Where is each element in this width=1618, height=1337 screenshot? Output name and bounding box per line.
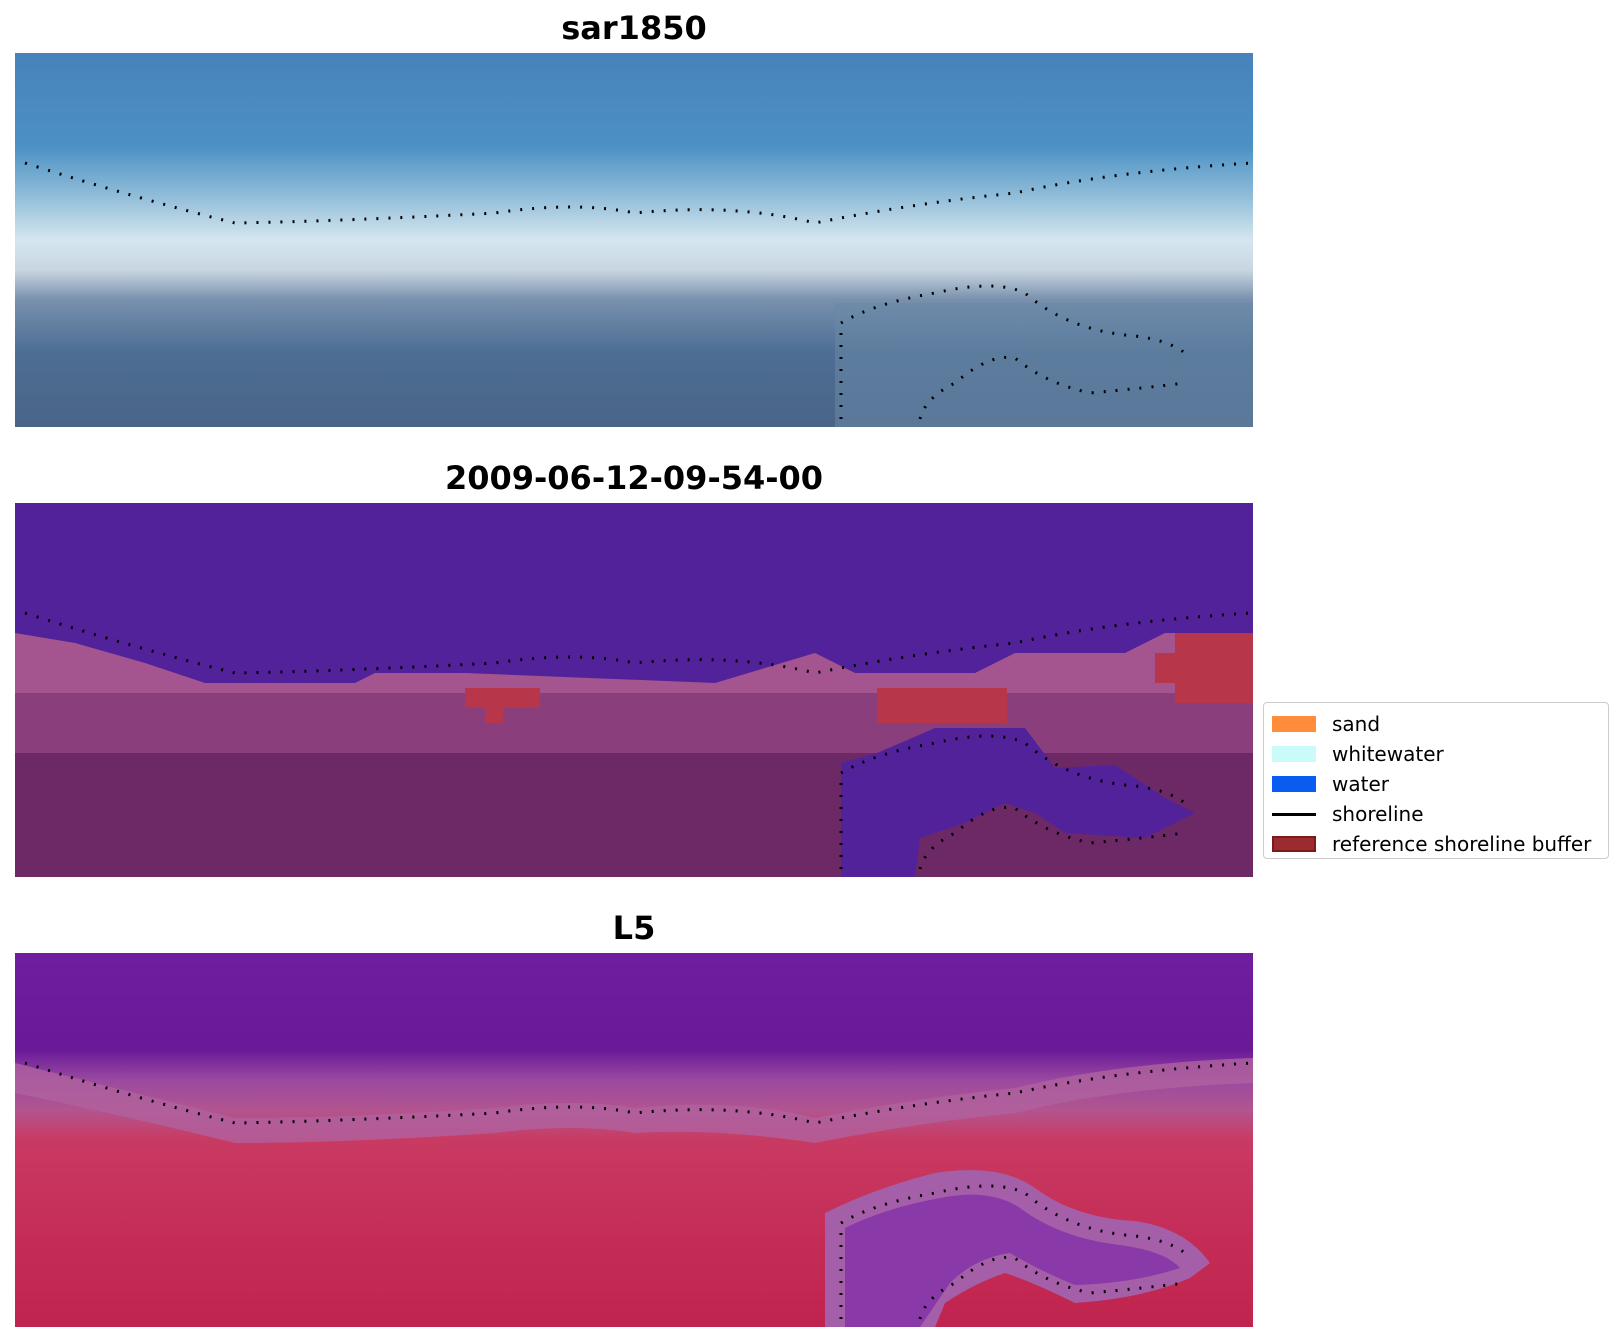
legend-item-buffer: reference shoreline buffer xyxy=(1272,829,1600,859)
legend-swatch-buffer xyxy=(1272,836,1316,852)
legend-label-shoreline: shoreline xyxy=(1332,802,1424,826)
rgb-image xyxy=(15,53,1253,427)
panel-title-2: 2009-06-12-09-54-00 xyxy=(444,459,824,497)
legend-swatch-sand xyxy=(1272,716,1316,732)
legend-label-water: water xyxy=(1332,772,1389,796)
image-panel-rgb xyxy=(15,53,1253,427)
legend-swatch-shoreline xyxy=(1272,812,1316,816)
panel-title-1: sar1850 xyxy=(561,9,707,47)
legend-item-sand: sand xyxy=(1272,709,1600,739)
panel-title-3: L5 xyxy=(612,909,656,947)
legend: sand whitewater water shoreline referenc… xyxy=(1263,702,1609,859)
legend-swatch-water xyxy=(1272,776,1316,792)
image-panel-index xyxy=(15,953,1253,1327)
legend-item-water: water xyxy=(1272,769,1600,799)
legend-swatch-whitewater xyxy=(1272,746,1316,762)
legend-label-whitewater: whitewater xyxy=(1332,742,1444,766)
classified-image xyxy=(15,503,1253,877)
image-panel-classified xyxy=(15,503,1253,877)
legend-label-buffer: reference shoreline buffer xyxy=(1332,832,1592,856)
index-image xyxy=(15,953,1253,1327)
legend-item-shoreline: shoreline xyxy=(1272,799,1600,829)
legend-label-sand: sand xyxy=(1332,712,1381,736)
legend-item-whitewater: whitewater xyxy=(1272,739,1600,769)
